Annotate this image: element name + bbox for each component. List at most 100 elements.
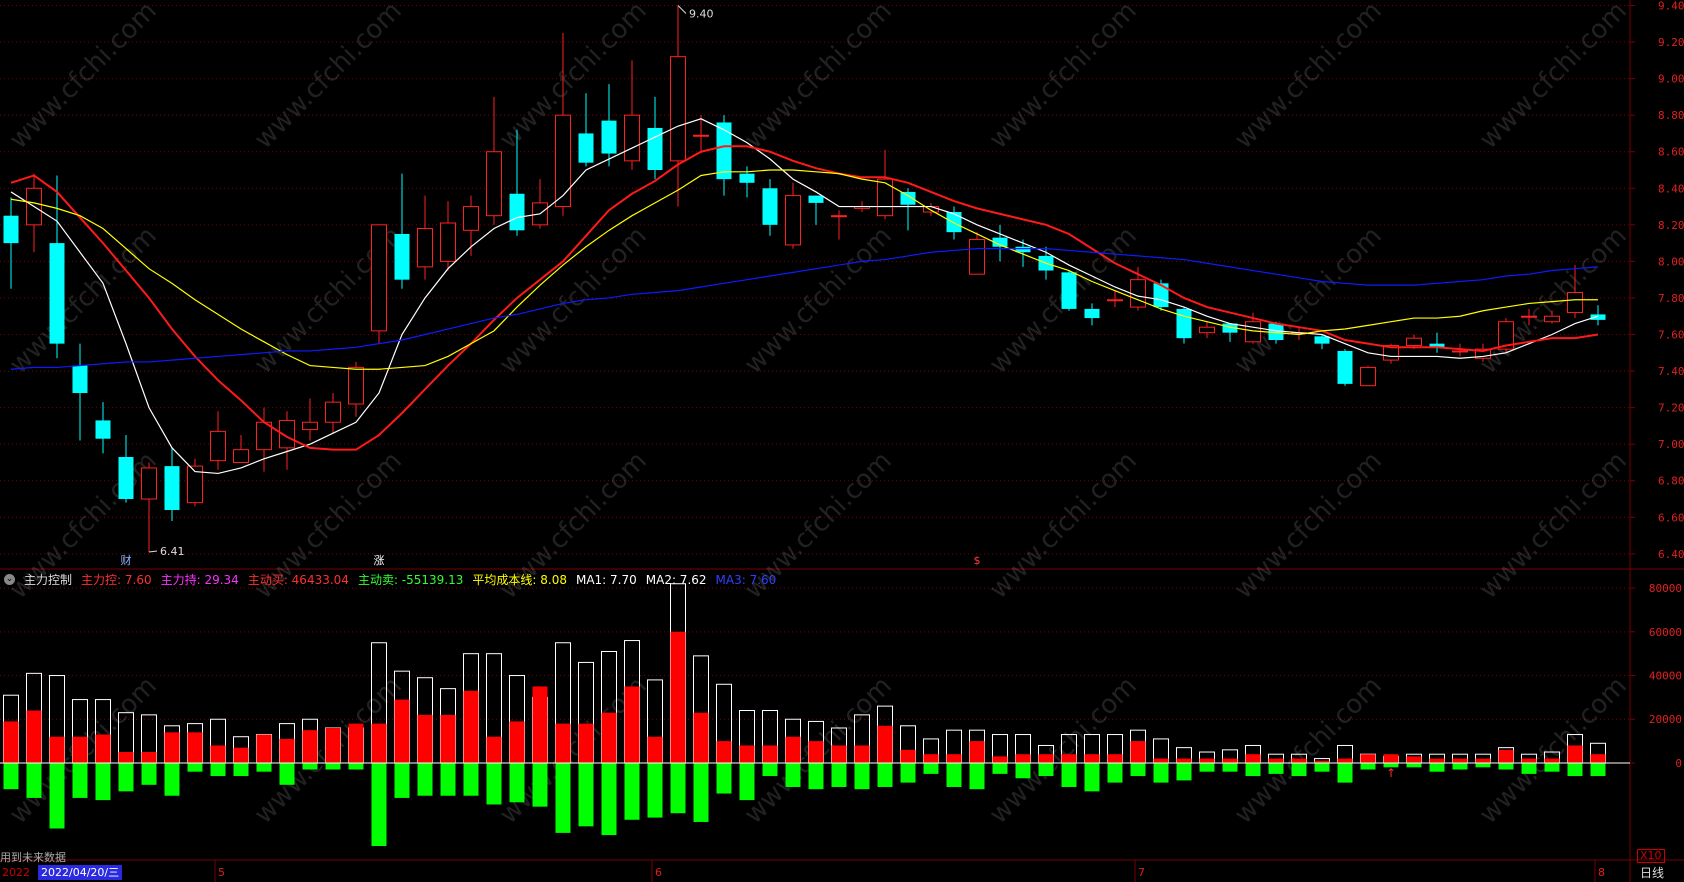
volume-buy-bar (394, 699, 410, 763)
volume-sell-bar (992, 762, 1008, 774)
watermark-layer: www.cfchi.com www.cfchi.com www.cfchi.com w… (4, 0, 1633, 830)
price-tick-label: 8.00 (1658, 255, 1684, 268)
indicator-toggle-icon[interactable]: ⌄ (4, 573, 15, 585)
candle-body (578, 133, 594, 163)
candle-body (693, 134, 709, 137)
volume-buy-bar (1406, 756, 1422, 763)
volume-sell-bar (210, 762, 226, 777)
volume-buy-bar (1544, 758, 1560, 763)
volume-buy-bar (946, 754, 962, 763)
volume-sell-bar (509, 762, 525, 803)
volume-sell-bar (1429, 762, 1445, 772)
volume-sell-bar (532, 762, 548, 807)
volume-buy-bar (969, 741, 985, 763)
volume-buy-bar (808, 741, 824, 763)
candle-body (187, 465, 203, 504)
volume-buy-bar (440, 714, 456, 763)
high-label-pointer (677, 5, 687, 14)
candle-body (302, 421, 318, 431)
volume-sell-bar (1268, 762, 1284, 774)
time-axis-label: 6 (655, 866, 662, 879)
price-tick-label: 7.00 (1658, 438, 1684, 451)
volume-sell-bar (118, 762, 134, 792)
ma-line-ma4 (10, 247, 1599, 370)
price-tick-label: 9.20 (1658, 36, 1684, 49)
watermark-text: www.cfchi.com (1474, 671, 1633, 830)
indicator-header: ⌄ 主力控制 主力控: 7.60 主力持: 29.34 主动买: 46433.04 主… (0, 570, 785, 588)
candle-body (1452, 350, 1468, 353)
volume-buy-bar (578, 723, 594, 763)
volume-sell-bar (440, 762, 456, 796)
volume-sell-bar (1406, 762, 1422, 768)
volume-buy-bar (279, 738, 295, 763)
volume-sell-bar (555, 762, 571, 833)
time-axis-label: 5 (218, 866, 225, 879)
volume-buy-bar (739, 745, 755, 763)
candle-body (3, 215, 19, 244)
price-tick-label: 8.80 (1658, 109, 1684, 122)
candle-body (1015, 246, 1031, 253)
volume-buy-bar (923, 754, 939, 763)
date-prefix: 2022 (2, 866, 30, 879)
watermark-text: www.cfchi.com (1229, 446, 1388, 605)
volume-sell-bar (1452, 762, 1468, 770)
volume-sell-bar (785, 762, 801, 787)
price-tick-label: 6.40 (1658, 548, 1684, 561)
volume-buy-bar (624, 686, 640, 763)
volume-sell-bar (923, 762, 939, 774)
volume-buy-bar (26, 710, 42, 763)
volume-sell-bar (1544, 762, 1560, 772)
volume-buy-bar (417, 714, 433, 763)
volume-buy-bar (141, 752, 157, 763)
volume-buy-bar (1337, 758, 1353, 763)
volume-bars (3, 583, 1606, 846)
indicator-item: MA1: 7.70 (575, 572, 637, 587)
volume-sell-bar (969, 762, 985, 790)
ma-line-ma3 (10, 169, 1598, 370)
volume-sell-bar (233, 762, 249, 777)
volume-sell-bar (1084, 762, 1100, 792)
price-tick-label: 9.40 (1658, 0, 1684, 12)
candle-body (1544, 315, 1560, 323)
candle-body (946, 212, 962, 233)
volume-tick-label: 20000 (1649, 713, 1682, 726)
candle-body (1567, 291, 1583, 314)
period-selector[interactable]: 日线 (1640, 866, 1665, 880)
volume-sell-bar (486, 762, 502, 805)
volume-buy-bar (831, 745, 847, 763)
price-tick-label: 8.20 (1658, 219, 1684, 232)
volume-multiplier[interactable]: X10 (1637, 849, 1665, 863)
indicator-item: MA3: 7.60 (715, 572, 777, 587)
watermark-text: www.cfchi.com (1474, 0, 1633, 155)
candle-body (1360, 366, 1376, 387)
volume-buy-bar (877, 725, 893, 763)
volume-sell-bar (693, 762, 709, 822)
candle-body (601, 120, 617, 154)
volume-buy-bar (1107, 754, 1123, 763)
candle-body (1130, 279, 1146, 308)
volume-sell-bar (141, 762, 157, 785)
volume-buy-bar (95, 734, 111, 763)
volume-sell-bar (854, 762, 870, 790)
volume-sell-bar (302, 762, 318, 770)
volume-sell-bar (1498, 762, 1514, 770)
indicator-name[interactable]: 主力控制 (24, 572, 73, 587)
volume-sell-bar (1521, 762, 1537, 774)
volume-sell-bar (1107, 762, 1123, 783)
volume-buy-bar (647, 736, 663, 763)
volume-sell-bar (187, 762, 203, 772)
volume-buy-bar (670, 631, 686, 763)
volume-sell-bar (1360, 762, 1376, 770)
volume-buy-bar (1291, 758, 1307, 763)
volume-sell-bar (739, 762, 755, 801)
candle-body (463, 206, 479, 231)
candle-body (72, 365, 88, 394)
cursor-date: 2022/04/20/三 (38, 865, 123, 880)
volume-sell-bar (1038, 762, 1054, 777)
candle-body (1475, 348, 1491, 359)
volume-sell-bar (946, 762, 962, 787)
candle-body (210, 430, 226, 462)
volume-sell-bar (1015, 762, 1031, 779)
candle-body (49, 243, 65, 344)
